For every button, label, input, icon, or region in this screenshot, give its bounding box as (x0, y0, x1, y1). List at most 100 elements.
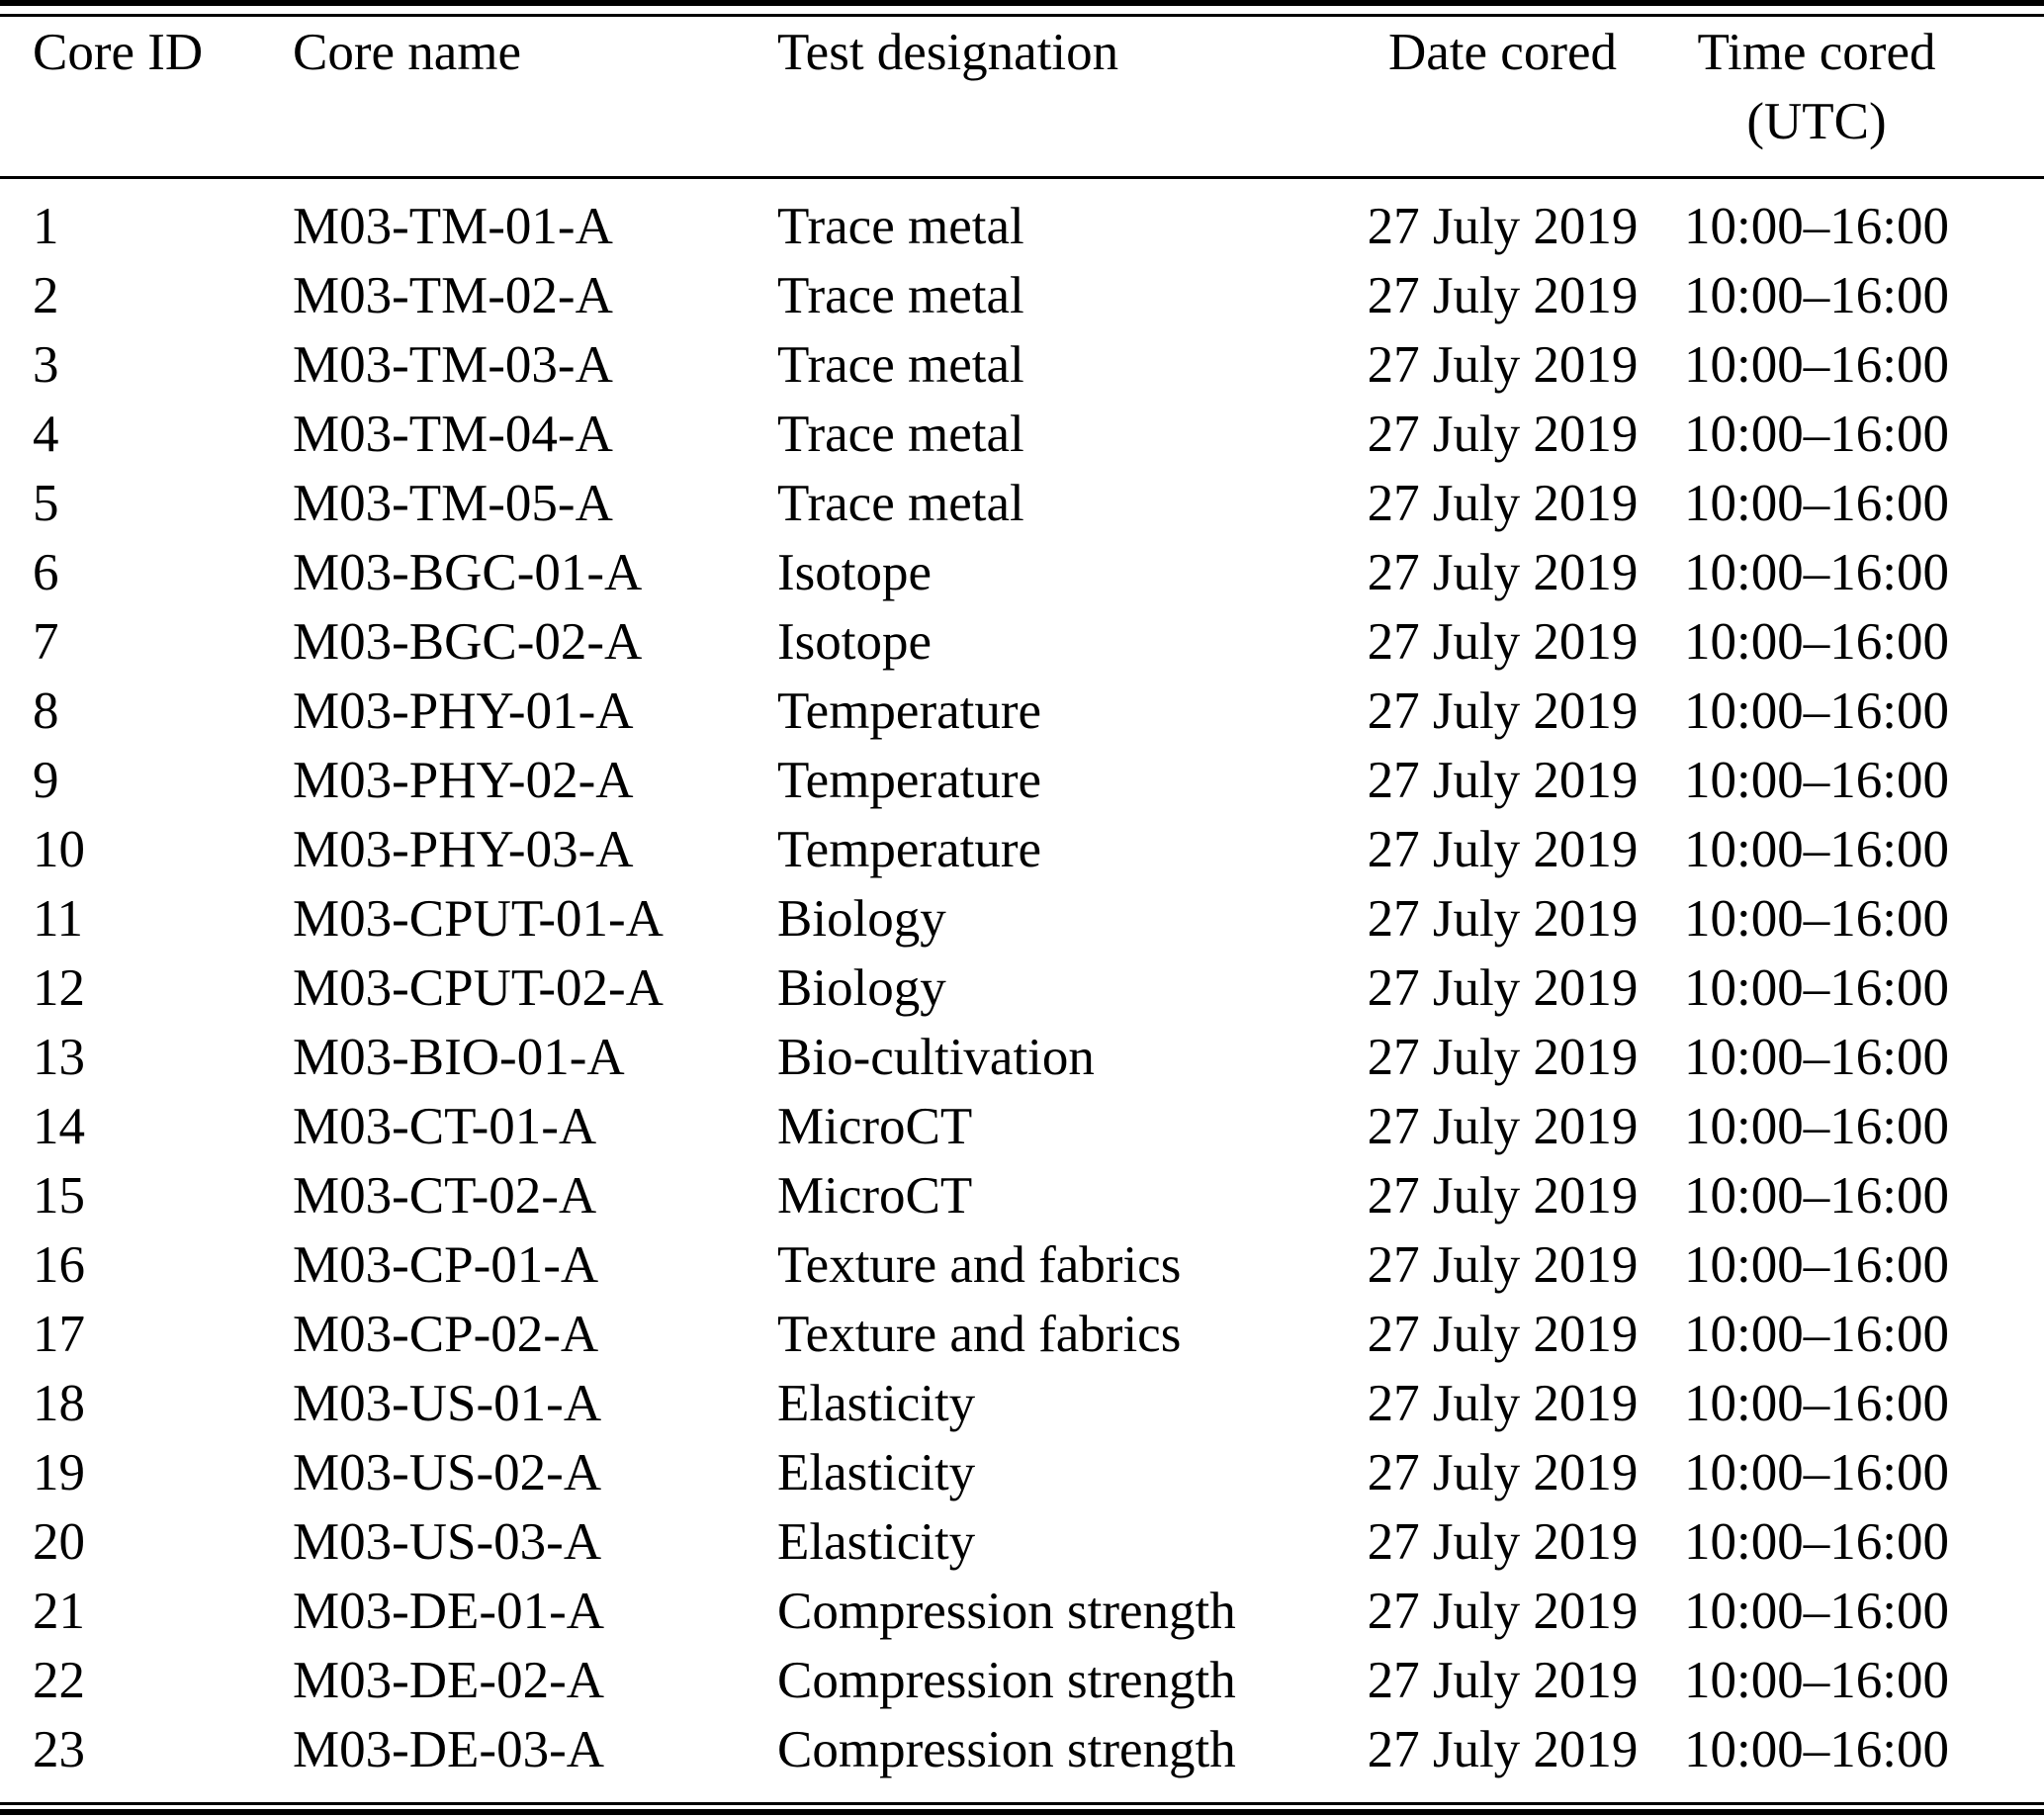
cell-test-designation: MicroCT (777, 1167, 973, 1225)
column-header-core-id: Core ID (33, 18, 293, 192)
cell-test-designation: Texture and fabrics (777, 1306, 1182, 1363)
cell-core-id: 3 (33, 336, 59, 394)
cell-core-id: 17 (33, 1306, 85, 1363)
cell-core-id: 21 (33, 1583, 85, 1640)
cell-test-designation: Elasticity (777, 1513, 976, 1571)
cell-time-cored: 10:00–16:00 (1684, 1652, 1949, 1709)
cell-core-name: M03-TM-03-A (293, 336, 613, 394)
cell-core-name: M03-DE-01-A (293, 1583, 604, 1640)
cell-core-name: M03-US-02-A (293, 1444, 602, 1501)
cell-core-name: M03-CP-02-A (293, 1306, 599, 1363)
cell-test-designation: Biology (777, 890, 946, 948)
cell-date-cored: 27 July 2019 (1367, 1444, 1639, 1501)
cell-time-cored: 10:00–16:00 (1684, 544, 1949, 601)
table-row: 20 M03-US-03-A Elasticity 27 July 2019 1… (33, 1507, 1992, 1577)
cell-core-name: M03-CPUT-02-A (293, 959, 664, 1017)
cell-core-name: M03-CPUT-01-A (293, 890, 664, 948)
cell-core-name: M03-CT-02-A (293, 1167, 597, 1225)
cell-date-cored: 27 July 2019 (1367, 1583, 1639, 1640)
table-row: 14 M03-CT-01-A MicroCT 27 July 2019 10:0… (33, 1092, 1992, 1161)
column-header-time-cored-label: Time cored (1697, 24, 1936, 81)
cell-test-designation: Bio-cultivation (777, 1029, 1095, 1086)
cell-time-cored: 10:00–16:00 (1684, 267, 1949, 324)
cell-date-cored: 27 July 2019 (1367, 1167, 1639, 1225)
cell-time-cored: 10:00–16:00 (1684, 1444, 1949, 1501)
table-top-thick-rule (0, 0, 2044, 6)
table-row: 11 M03-CPUT-01-A Biology 27 July 2019 10… (33, 884, 1992, 954)
table-row: 21 M03-DE-01-A Compression strength 27 J… (33, 1577, 1992, 1646)
cell-date-cored: 27 July 2019 (1367, 682, 1639, 740)
cell-core-name: M03-TM-04-A (293, 406, 613, 463)
cell-core-name: M03-PHY-01-A (293, 682, 634, 740)
table-row: 17 M03-CP-02-A Texture and fabrics 27 Ju… (33, 1300, 1992, 1369)
cell-time-cored: 10:00–16:00 (1684, 1306, 1949, 1363)
cell-core-name: M03-PHY-03-A (293, 821, 634, 878)
cell-core-id: 20 (33, 1513, 85, 1571)
cell-date-cored: 27 July 2019 (1367, 336, 1639, 394)
cell-date-cored: 27 July 2019 (1367, 821, 1639, 878)
table-row: 23 M03-DE-03-A Compression strength 27 J… (33, 1715, 1992, 1784)
cell-time-cored: 10:00–16:00 (1684, 959, 1949, 1017)
cell-core-id: 7 (33, 613, 59, 671)
column-header-time-cored: Time cored (UTC) (1642, 18, 1992, 192)
cell-core-name: M03-TM-01-A (293, 198, 613, 255)
table-header-row: Core ID Core name Test designation Date … (33, 18, 1992, 192)
table-row: 5 M03-TM-05-A Trace metal 27 July 2019 1… (33, 469, 1992, 538)
cell-test-designation: Temperature (777, 682, 1042, 740)
cell-date-cored: 27 July 2019 (1367, 1513, 1639, 1571)
cell-core-name: M03-BIO-01-A (293, 1029, 625, 1086)
cell-core-name: M03-US-03-A (293, 1513, 602, 1571)
cell-test-designation: MicroCT (777, 1098, 973, 1155)
cell-core-id: 22 (33, 1652, 85, 1709)
cell-test-designation: Biology (777, 959, 946, 1017)
table-body: 1 M03-TM-01-A Trace metal 27 July 2019 1… (33, 192, 1992, 1784)
cell-time-cored: 10:00–16:00 (1684, 1721, 1949, 1778)
cell-core-id: 18 (33, 1375, 85, 1432)
cell-core-name: M03-DE-02-A (293, 1652, 604, 1709)
cell-time-cored: 10:00–16:00 (1684, 1236, 1949, 1294)
cell-test-designation: Trace metal (777, 336, 1024, 394)
cell-time-cored: 10:00–16:00 (1684, 1029, 1949, 1086)
table-row: 12 M03-CPUT-02-A Biology 27 July 2019 10… (33, 954, 1992, 1023)
cell-test-designation: Texture and fabrics (777, 1236, 1182, 1294)
table-row: 7 M03-BGC-02-A Isotope 27 July 2019 10:0… (33, 607, 1992, 677)
table-row: 9 M03-PHY-02-A Temperature 27 July 2019 … (33, 746, 1992, 815)
cell-test-designation: Temperature (777, 752, 1042, 809)
table-row: 16 M03-CP-01-A Texture and fabrics 27 Ju… (33, 1230, 1992, 1300)
cell-time-cored: 10:00–16:00 (1684, 613, 1949, 671)
column-header-date-cored-label: Date cored (1388, 24, 1617, 81)
cell-date-cored: 27 July 2019 (1367, 544, 1639, 601)
cell-test-designation: Trace metal (777, 406, 1024, 463)
column-header-test-designation-label: Test designation (777, 24, 1119, 81)
cell-core-name: M03-TM-02-A (293, 267, 613, 324)
table-header: Core ID Core name Test designation Date … (33, 18, 1992, 192)
column-header-core-id-label: Core ID (33, 24, 204, 81)
cell-core-id: 2 (33, 267, 59, 324)
cell-date-cored: 27 July 2019 (1367, 267, 1639, 324)
cell-date-cored: 27 July 2019 (1367, 1236, 1639, 1294)
cell-date-cored: 27 July 2019 (1367, 1652, 1639, 1709)
cell-core-id: 10 (33, 821, 85, 878)
cell-time-cored: 10:00–16:00 (1684, 1583, 1949, 1640)
cell-test-designation: Trace metal (777, 475, 1024, 532)
cell-test-designation: Compression strength (777, 1721, 1236, 1778)
cell-test-designation: Compression strength (777, 1583, 1236, 1640)
table-row: 4 M03-TM-04-A Trace metal 27 July 2019 1… (33, 400, 1992, 469)
table-row: 10 M03-PHY-03-A Temperature 27 July 2019… (33, 815, 1992, 884)
cell-core-id: 12 (33, 959, 85, 1017)
cell-date-cored: 27 July 2019 (1367, 198, 1639, 255)
cell-date-cored: 27 July 2019 (1367, 1306, 1639, 1363)
table-bottom-thick-rule (0, 1809, 2044, 1815)
cell-time-cored: 10:00–16:00 (1684, 336, 1949, 394)
column-header-time-cored-unit: (UTC) (1746, 93, 1887, 150)
cell-core-id: 8 (33, 682, 59, 740)
cell-core-name: M03-DE-03-A (293, 1721, 604, 1778)
cell-core-name: M03-BGC-01-A (293, 544, 643, 601)
table-bottom-thin-rule (0, 1802, 2044, 1805)
cell-time-cored: 10:00–16:00 (1684, 752, 1949, 809)
table-header-divider-rule (0, 176, 2044, 179)
cell-date-cored: 27 July 2019 (1367, 1098, 1639, 1155)
cell-time-cored: 10:00–16:00 (1684, 475, 1949, 532)
core-samples-table: Core ID Core name Test designation Date … (33, 18, 1992, 1784)
table-row: 18 M03-US-01-A Elasticity 27 July 2019 1… (33, 1369, 1992, 1438)
